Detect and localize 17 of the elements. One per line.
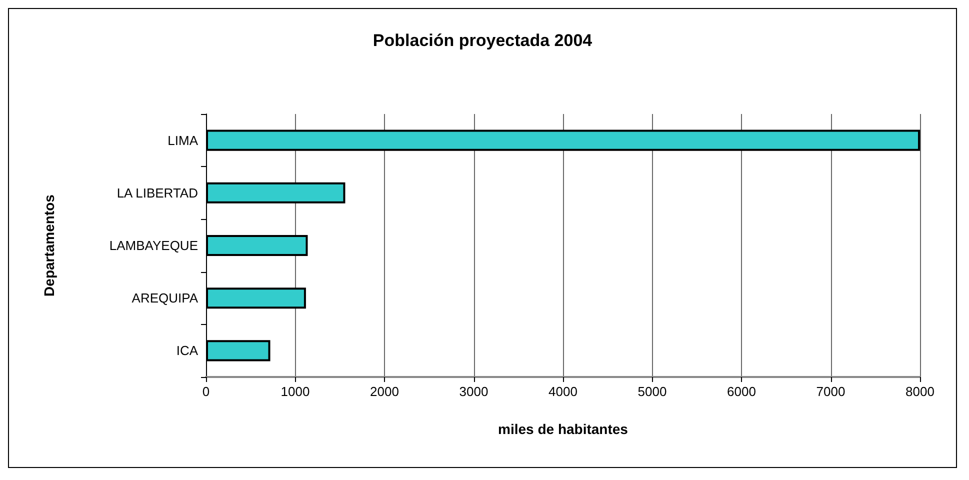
y-axis-title: Departamentos xyxy=(41,194,57,296)
y-tick-label: LAMBAYEQUE xyxy=(109,238,198,253)
x-tick-label: 3000 xyxy=(459,384,488,399)
x-axis-title: miles de habitantes xyxy=(498,421,628,437)
x-tick-label: 1000 xyxy=(280,384,310,399)
x-tick-label: 6000 xyxy=(727,384,756,399)
y-tick-label: ICA xyxy=(176,343,198,358)
x-tick-label: 8000 xyxy=(906,384,934,399)
x-tick-label: 0 xyxy=(202,384,210,399)
chart-title: Población proyectada 2004 xyxy=(372,31,593,50)
x-tick-label: 4000 xyxy=(548,384,578,399)
y-tick-label: LIMA xyxy=(168,132,198,148)
x-tick-label: 7000 xyxy=(816,384,846,399)
y-tick-label: LA LIBERTAD xyxy=(116,185,198,200)
y-tick-label: AREQUIPA xyxy=(132,290,198,306)
x-tick-label: 5000 xyxy=(638,384,667,399)
x-tick-label: 2000 xyxy=(370,384,399,399)
